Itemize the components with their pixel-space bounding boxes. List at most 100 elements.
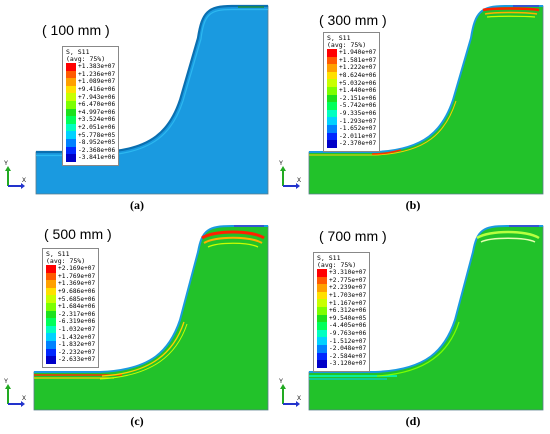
legend-row: +1.769e+07 xyxy=(46,272,96,281)
legend-variable: S, S11 xyxy=(66,48,90,56)
legend-row: +9.416e+06 xyxy=(66,85,116,94)
legend-swatch xyxy=(46,295,56,303)
y-axis-label: Y xyxy=(4,161,8,167)
legend-value: +1.089e+07 xyxy=(78,78,116,86)
legend-value: +9.416e+06 xyxy=(78,86,116,94)
legend-row: -1.832e+07 xyxy=(46,340,96,349)
legend-swatch xyxy=(46,318,56,326)
legend-value: +9.686e+06 xyxy=(58,288,96,296)
axis-triad: Y X xyxy=(4,161,26,189)
stress-legend: S, S11 (avg: 75%) +2.169e+07 +1.769e+07 +1… xyxy=(42,248,100,368)
axis-triad: Y X xyxy=(279,161,301,189)
legend-value: +2.169e+07 xyxy=(58,265,96,273)
axis-triad: Y X xyxy=(279,379,301,407)
legend-value: -5.742e+06 xyxy=(339,102,377,110)
legend-row: +3.524e+06 xyxy=(66,116,115,124)
legend-value: +2.775e+07 xyxy=(329,276,367,284)
legend-swatch xyxy=(66,123,76,132)
legend-swatch xyxy=(46,287,56,296)
legend-swatch xyxy=(46,348,56,357)
depth-title: ( 700 mm ) xyxy=(319,228,387,244)
legend-swatch xyxy=(317,306,327,315)
legend-value: +5.685e+06 xyxy=(58,295,96,303)
legend-variable: S, S11 xyxy=(46,250,70,258)
legend-row: -2.232e+07 xyxy=(46,348,95,357)
legend-value: +3.524e+06 xyxy=(78,116,116,124)
legend-value: -4.405e+06 xyxy=(329,322,367,330)
legend-row: +6.470e+06 xyxy=(66,100,116,109)
legend-row: +5.032e+06 xyxy=(327,79,376,87)
legend-row: +1.222e+07 xyxy=(327,64,376,72)
legend-swatch xyxy=(327,140,337,148)
legend-swatch xyxy=(317,284,327,292)
legend-value: -1.032e+07 xyxy=(58,326,96,334)
legend-value: +2.239e+07 xyxy=(329,284,367,292)
legend-value: -9.763e+06 xyxy=(329,330,367,338)
legend-row: -1.032e+07 xyxy=(46,325,96,334)
legend-value: -2.317e+06 xyxy=(58,310,96,318)
legend-value: +1.369e+07 xyxy=(58,280,96,288)
legend-row: -1.512e+07 xyxy=(317,337,366,345)
legend-swatch xyxy=(66,138,76,147)
legend-row: -1.293e+07 xyxy=(327,117,376,125)
legend-value: +6.470e+06 xyxy=(78,101,116,109)
legend-value: +1.581e+07 xyxy=(339,56,377,64)
x-axis-label: X xyxy=(297,396,301,402)
legend-value: +8.624e+06 xyxy=(339,72,377,80)
legend-row: +1.383e+07 xyxy=(66,63,115,71)
stress-legend: S, S11 (avg: 75%) +3.310e+07 +2.775e+07 +2… xyxy=(313,252,371,372)
legend-swatch xyxy=(66,85,76,94)
legend-rows: +1.940e+07 +1.581e+07 +1.222e+07 +8.624e+06… xyxy=(327,49,376,148)
legend-row: +2.051e+06 xyxy=(66,123,116,132)
axis-triad: Y X xyxy=(4,379,26,407)
legend-value: -2.633e+07 xyxy=(58,356,96,364)
legend-swatch xyxy=(46,333,56,341)
legend-swatch xyxy=(317,322,327,330)
deformed-shape xyxy=(308,225,544,411)
legend-swatch xyxy=(327,86,337,95)
x-axis-label: X xyxy=(22,396,26,402)
legend-swatch xyxy=(327,109,337,118)
legend-value: +5.778e+05 xyxy=(78,131,116,139)
legend-row: +1.167e+07 xyxy=(317,299,366,307)
depth-title: ( 300 mm ) xyxy=(319,12,387,28)
legend-swatch xyxy=(327,49,337,57)
legend-swatch xyxy=(66,131,76,139)
legend-swatch xyxy=(317,276,327,285)
legend-swatch xyxy=(317,269,327,277)
legend-swatch xyxy=(327,64,337,72)
legend-swatch xyxy=(317,337,327,345)
legend-swatch xyxy=(46,356,56,364)
y-axis-label: Y xyxy=(4,379,8,385)
legend-swatch xyxy=(317,299,327,307)
legend-row: +1.703e+07 xyxy=(317,291,366,300)
legend-swatch xyxy=(317,291,327,300)
legend-averaging: (avg: 75%) xyxy=(66,55,106,63)
legend-row: +1.440e+06 xyxy=(327,86,376,95)
legend-value: +4.997e+06 xyxy=(78,108,116,116)
legend-swatch xyxy=(66,63,76,71)
legend-swatch xyxy=(66,146,76,155)
legend-value: +2.051e+06 xyxy=(78,124,116,132)
legend-row: +5.685e+06 xyxy=(46,295,95,303)
caption-a: (a) xyxy=(130,198,144,212)
legend-variable: S, S11 xyxy=(327,34,351,42)
legend-value: -3.120e+07 xyxy=(329,360,367,368)
legend-value: -1.832e+07 xyxy=(58,341,96,349)
legend-swatch xyxy=(46,310,56,319)
legend-value: +1.769e+07 xyxy=(58,272,96,280)
legend-value: -2.048e+07 xyxy=(329,345,367,353)
panel-d: ( 700 mm ) S, S11 (avg: 75%) +3.310e+07 +… xyxy=(277,216,548,413)
legend-row: +9.540e+05 xyxy=(317,314,366,323)
legend-rows: +3.310e+07 +2.775e+07 +2.239e+07 +1.703e+07… xyxy=(317,269,366,368)
legend-swatch xyxy=(46,325,56,334)
legend-value: -1.512e+07 xyxy=(329,337,367,345)
legend-swatch xyxy=(327,56,337,65)
legend-row: -3.120e+07 xyxy=(317,360,366,368)
caption-b: (b) xyxy=(405,198,421,212)
legend-value: +1.940e+07 xyxy=(339,49,377,57)
deformed-shape xyxy=(33,225,269,411)
legend-averaging: (avg: 75%) xyxy=(317,261,357,269)
legend-value: +7.943e+06 xyxy=(78,93,116,101)
legend-value: -2.370e+07 xyxy=(339,140,377,148)
